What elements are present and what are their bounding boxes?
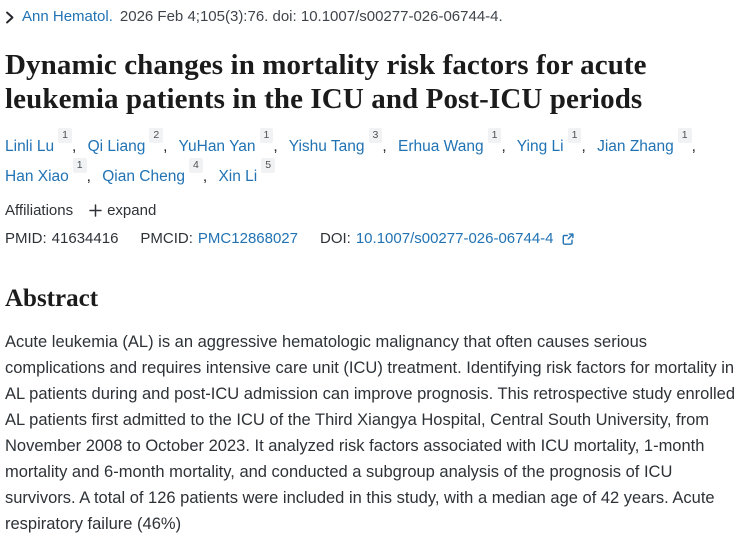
author-link[interactable]: Xin Li [218, 168, 258, 186]
author-item: Jian Zhang1 [597, 128, 696, 156]
author-link[interactable]: Qian Cheng [102, 168, 185, 186]
author-item: Erhua Wang1 [398, 128, 506, 156]
plus-icon [89, 204, 102, 217]
affiliation-sup[interactable]: 1 [58, 128, 72, 144]
affiliation-sup[interactable]: 5 [261, 158, 276, 174]
identifiers-row: PMID: 41634416 PMCID: PMC12868027 DOI: 1… [5, 230, 742, 247]
author-item: Qi Liang2 [87, 128, 167, 156]
affiliation-sup[interactable]: 2 [149, 128, 164, 144]
pmid-value: 41634416 [51, 230, 119, 248]
author-link[interactable]: Yishu Tang [288, 138, 365, 156]
abstract-text: Acute leukemia (AL) is an aggressive hem… [5, 333, 736, 534]
author-item: YuHan Yan1 [178, 128, 278, 156]
pmcid-label: PMCID: [140, 230, 193, 248]
article-title: Dynamic changes in mortality risk factor… [5, 49, 647, 115]
affiliation-sup[interactable]: 1 [72, 158, 87, 174]
pmid-label: PMID: [5, 230, 47, 248]
external-link-icon[interactable] [561, 232, 575, 246]
affiliations-label: Affiliations [5, 202, 74, 220]
affiliation-sup[interactable]: 1 [487, 128, 502, 144]
pmcid-group: PMCID: PMC12868027 [140, 230, 298, 247]
doi-label: DOI: [320, 230, 351, 248]
journal-menu-chevron-icon[interactable] [5, 11, 15, 24]
author-item: Xin Li5 [218, 158, 276, 186]
authors-list: Linli Lu1 Qi Liang2 YuHan Yan1 Yishu Tan… [5, 128, 742, 192]
expand-affiliations-button[interactable]: expand [89, 202, 156, 219]
citation-text: 2026 Feb 4;105(3):76. doi: 10.1007/s0027… [119, 8, 503, 25]
affiliation-sup[interactable]: 1 [677, 128, 692, 144]
author-item: Yishu Tang3 [288, 128, 387, 156]
pmid-group: PMID: 41634416 [5, 230, 118, 247]
author-item: Han Xiao1 [5, 158, 91, 186]
article-page: Ann Hematol. 2026 Feb 4;105(3):76. doi: … [5, 8, 742, 537]
affiliations-row: Affiliations expand [5, 202, 742, 219]
author-item: Qian Cheng4 [102, 158, 207, 186]
affiliation-sup[interactable]: 4 [188, 158, 203, 174]
affiliation-sup[interactable]: 1 [259, 128, 274, 144]
author-item: Linli Lu1 [5, 128, 76, 156]
author-link[interactable]: Erhua Wang [398, 138, 484, 156]
abstract-heading: Abstract [5, 285, 99, 313]
doi-link[interactable]: 10.1007/s00277-026-06744-4 [355, 230, 554, 248]
author-link[interactable]: YuHan Yan [178, 138, 256, 156]
author-link[interactable]: Jian Zhang [597, 138, 674, 156]
pmcid-link[interactable]: PMC12868027 [197, 230, 298, 248]
doi-group: DOI: 10.1007/s00277-026-06744-4 [320, 230, 575, 247]
affiliation-sup[interactable]: 1 [567, 128, 582, 144]
author-link[interactable]: Qi Liang [87, 138, 146, 156]
expand-label: expand [107, 202, 157, 220]
author-link[interactable]: Han Xiao [5, 168, 69, 186]
author-item: Ying Li1 [516, 128, 586, 156]
journal-link[interactable]: Ann Hematol. [22, 8, 113, 25]
affiliation-sup[interactable]: 3 [368, 128, 383, 144]
author-link[interactable]: Linli Lu [5, 138, 55, 156]
author-link[interactable]: Ying Li [516, 138, 564, 156]
journal-citation-bar: Ann Hematol. 2026 Feb 4;105(3):76. doi: … [5, 8, 742, 25]
